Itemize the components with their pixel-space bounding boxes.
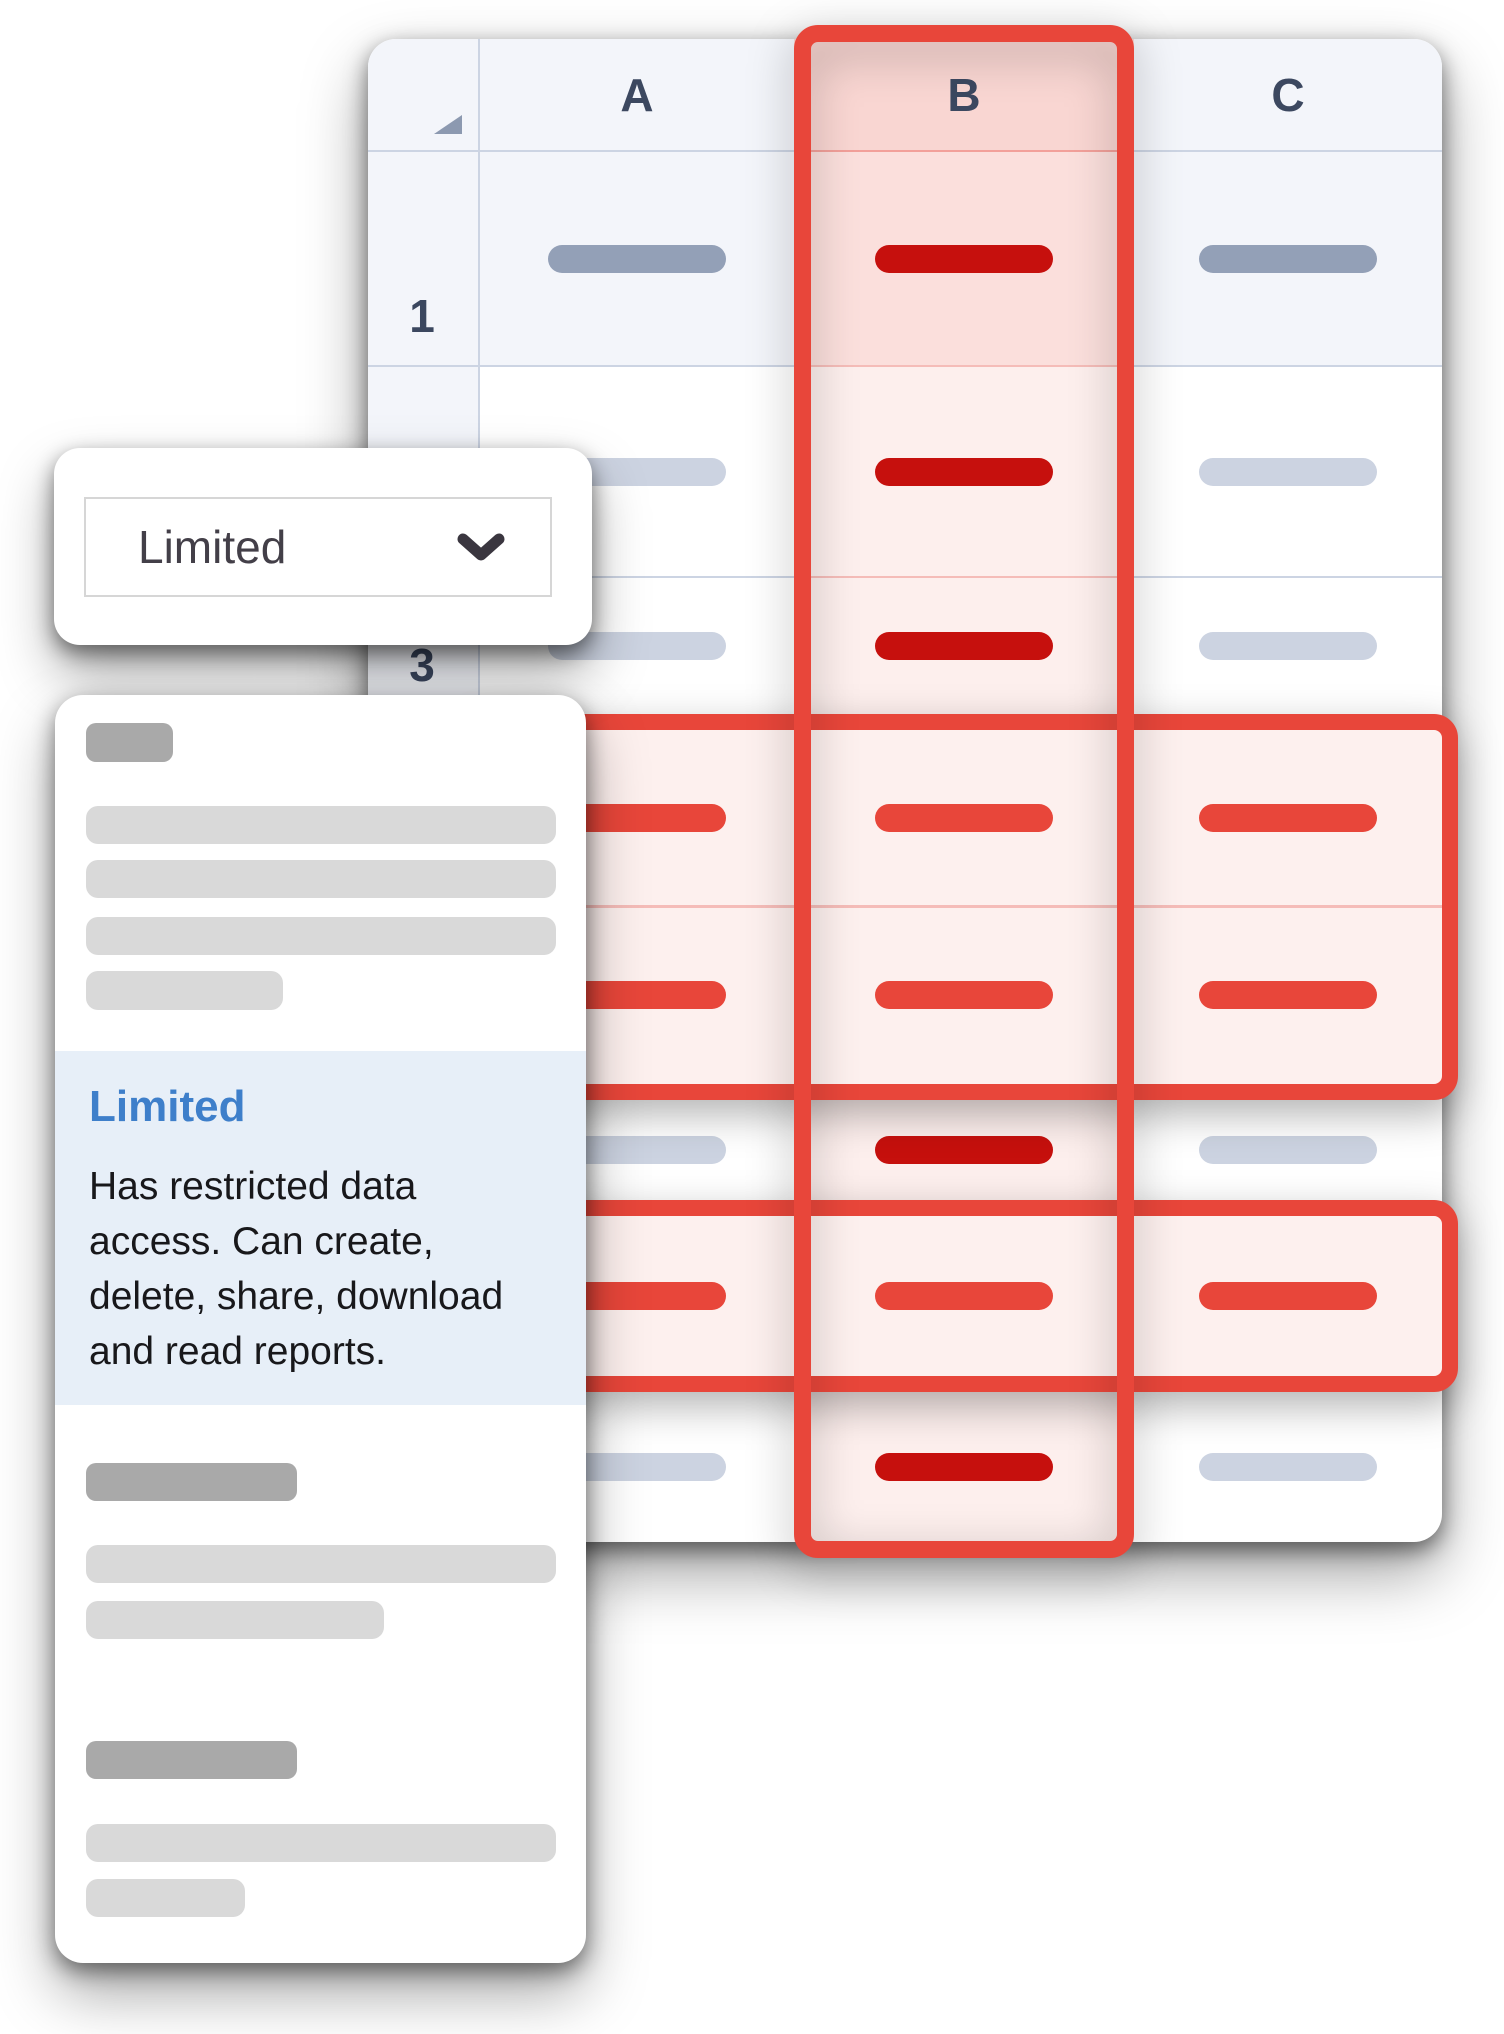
- chevron-down-icon: [457, 533, 505, 561]
- column-header-a: A: [480, 39, 794, 152]
- skeleton-text-line: [86, 1601, 384, 1639]
- permission-select[interactable]: Limited: [84, 497, 552, 597]
- restricted-content-bar: [875, 981, 1053, 1009]
- column-header-b: B: [794, 39, 1134, 152]
- skeleton-text-line: [86, 806, 556, 844]
- restricted-content-bar: [1199, 1282, 1377, 1310]
- tooltip-description-line: delete, share, download: [89, 1275, 504, 1318]
- restricted-content-bar: [875, 804, 1053, 832]
- cell-b1: [794, 152, 1134, 367]
- sheet-row-1: 1: [368, 152, 1442, 367]
- cell-content-bar: [1199, 457, 1377, 486]
- restricted-rows-4-5-band: [480, 714, 1458, 1100]
- row-number-3: 3: [409, 639, 435, 691]
- tooltip-description-line: Has restricted data: [89, 1165, 417, 1208]
- select-all-cell: [368, 39, 480, 152]
- cell-content-bar: [1199, 244, 1377, 273]
- role-tooltip-card: Limited Has restricted data access. Can …: [55, 695, 586, 1963]
- restricted-content-bar: [875, 457, 1053, 486]
- tooltip-description-line: and read reports.: [89, 1330, 387, 1373]
- sheet-row-3: 3: [368, 578, 1442, 714]
- band-row-divider: [496, 905, 1442, 908]
- limited-role-tooltip: Limited Has restricted data access. Can …: [55, 1051, 586, 1405]
- skeleton-text-line: [86, 1879, 245, 1917]
- restricted-content-bar: [875, 1453, 1053, 1481]
- skeleton-text-line: [86, 860, 556, 898]
- skeleton-text-line: [86, 917, 556, 955]
- select-all-triangle-icon: [434, 115, 462, 134]
- skeleton-text-line: [86, 1824, 556, 1862]
- cell-content-bar: [1199, 1136, 1377, 1164]
- skeleton-label: [86, 1463, 297, 1501]
- cell-content-bar: [1199, 1453, 1377, 1481]
- skeleton-label: [86, 1741, 297, 1779]
- cell-c2: [1134, 367, 1442, 578]
- cell-c3: [1134, 578, 1442, 714]
- sheet-row-8: [368, 1392, 1442, 1542]
- skeleton-text-line: [86, 1545, 556, 1583]
- cell-b3: [794, 578, 1134, 714]
- skeleton-text-line: [86, 971, 283, 1010]
- restricted-content-bar: [875, 632, 1053, 660]
- cell-b2: [794, 367, 1134, 578]
- cell-a1: [480, 152, 794, 367]
- row-number-1: 1: [409, 290, 435, 342]
- tooltip-description: Has restricted data access. Can create, …: [89, 1159, 559, 1379]
- tooltip-description-line: access. Can create,: [89, 1220, 434, 1263]
- restricted-content-bar: [1199, 804, 1377, 832]
- restricted-content-bar: [1199, 981, 1377, 1009]
- cell-c6: [1134, 1100, 1442, 1200]
- cell-b6: [794, 1100, 1134, 1200]
- tooltip-heading: Limited: [89, 1082, 246, 1131]
- cell-c1: [1134, 152, 1442, 367]
- permission-select-value: Limited: [138, 521, 287, 573]
- restricted-content-bar: [875, 1282, 1053, 1310]
- skeleton-label: [86, 723, 173, 762]
- cell-content-bar: [548, 244, 726, 273]
- cell-content-bar: [1199, 632, 1377, 660]
- restricted-content-bar: [875, 244, 1053, 273]
- cell-b8: [794, 1392, 1134, 1542]
- restricted-row-7-band: [480, 1200, 1458, 1392]
- column-header-c: C: [1134, 39, 1442, 152]
- restricted-content-bar: [875, 1136, 1053, 1164]
- row-header-1: 1: [368, 152, 480, 367]
- column-header-row: A B C: [368, 39, 1442, 152]
- permission-dropdown-card: Limited: [54, 448, 592, 645]
- cell-c8: [1134, 1392, 1442, 1542]
